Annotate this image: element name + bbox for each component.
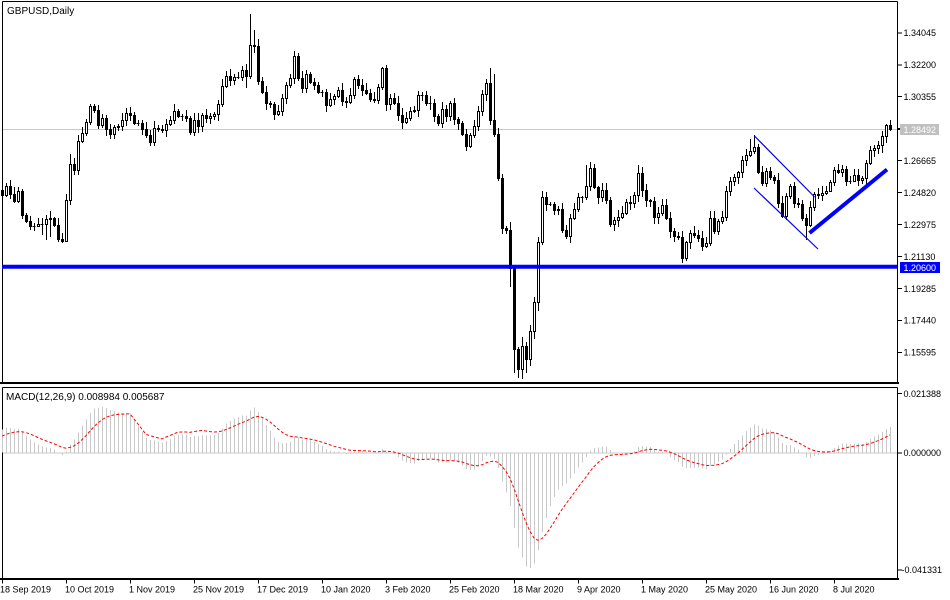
svg-text:25 May 2020: 25 May 2020 xyxy=(705,585,757,595)
svg-text:10 Jan 2020: 10 Jan 2020 xyxy=(321,585,371,595)
svg-text:1.26665: 1.26665 xyxy=(904,156,937,166)
svg-text:16 Jun 2020: 16 Jun 2020 xyxy=(769,585,819,595)
svg-text:1 May 2020: 1 May 2020 xyxy=(641,585,688,595)
svg-text:1.22975: 1.22975 xyxy=(904,220,937,230)
svg-text:1.32200: 1.32200 xyxy=(904,60,937,70)
svg-text:1.19285: 1.19285 xyxy=(904,284,937,294)
svg-text:1.21130: 1.21130 xyxy=(904,252,936,262)
svg-text:1 Nov 2019: 1 Nov 2019 xyxy=(129,585,175,595)
svg-text:3 Feb 2020: 3 Feb 2020 xyxy=(385,585,431,595)
svg-text:1.20600: 1.20600 xyxy=(904,263,937,273)
svg-text:1.17440: 1.17440 xyxy=(904,316,937,326)
svg-text:25 Nov 2019: 25 Nov 2019 xyxy=(193,585,244,595)
svg-text:MACD(12,26,9) 0.008984 0.00568: MACD(12,26,9) 0.008984 0.005687 xyxy=(6,392,165,403)
svg-text:GBPUSD,Daily: GBPUSD,Daily xyxy=(7,6,74,17)
svg-text:0.021388: 0.021388 xyxy=(904,389,942,399)
svg-text:18 Sep 2019: 18 Sep 2019 xyxy=(0,585,51,595)
svg-text:1.15595: 1.15595 xyxy=(904,348,937,358)
svg-text:1.30355: 1.30355 xyxy=(904,92,937,102)
svg-text:9 Apr 2020: 9 Apr 2020 xyxy=(577,585,621,595)
svg-text:18 Mar 2020: 18 Mar 2020 xyxy=(513,585,564,595)
svg-text:17 Dec 2019: 17 Dec 2019 xyxy=(257,585,308,595)
svg-text:10 Oct 2019: 10 Oct 2019 xyxy=(65,585,114,595)
svg-text:25 Feb 2020: 25 Feb 2020 xyxy=(449,585,500,595)
svg-text:1.34045: 1.34045 xyxy=(904,28,937,38)
svg-text:-0.041331: -0.041331 xyxy=(902,565,943,575)
svg-text:0.000000: 0.000000 xyxy=(904,448,942,458)
svg-text:8 Jul 2020: 8 Jul 2020 xyxy=(833,585,875,595)
svg-text:1.28492: 1.28492 xyxy=(904,125,937,135)
svg-text:1.24820: 1.24820 xyxy=(904,188,937,198)
